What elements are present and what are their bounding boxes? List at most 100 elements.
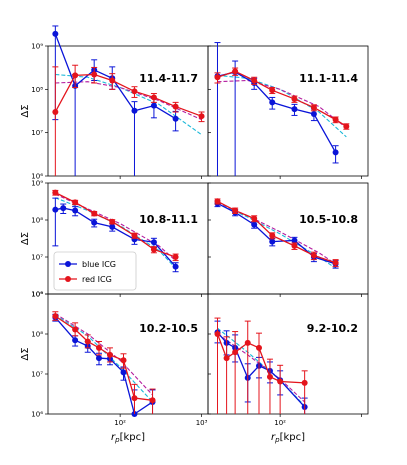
panel-label: 11.1-11.4 [299, 72, 358, 85]
blue-point [150, 102, 157, 109]
blue-point [91, 219, 98, 226]
red-point [266, 373, 273, 380]
legend-swatch-marker [65, 276, 71, 282]
red-point [251, 215, 258, 222]
red-point [232, 68, 239, 75]
purple-model-line [217, 333, 306, 403]
red-point [269, 87, 276, 94]
panel-frame [207, 45, 369, 177]
red-point [172, 254, 179, 260]
panel-label: 9.2-10.2 [307, 322, 358, 335]
y-tick-label: 10⁶ [31, 291, 43, 299]
red-point [120, 357, 127, 364]
red-series-line [217, 70, 347, 127]
y-axis-label: ΔΣ [20, 347, 31, 360]
red-point [109, 77, 116, 84]
blue-point [131, 107, 138, 114]
legend-entry: blue ICG [82, 260, 116, 269]
panel-10.2-10.5: 10⁶ 10⁷ 10⁸ 10⁹ 10² 10³ 10.2-10.5 [31, 291, 209, 427]
red-point [291, 242, 298, 249]
y-tick-label: 10⁸ [31, 86, 43, 94]
blue-point [291, 106, 298, 113]
panel-11.1-11.4: 11.1-11.4 [207, 42, 369, 179]
panel-label: 10.2-10.5 [139, 322, 198, 335]
panel-10.5-10.8: 10.5-10.8 [207, 182, 369, 297]
blue-point [120, 369, 127, 376]
red-series-line [216, 333, 305, 384]
blue-point [72, 207, 79, 214]
red-point [131, 395, 138, 402]
blue-point [269, 238, 276, 245]
red-point [150, 246, 157, 253]
purple-model-line [55, 313, 153, 396]
purple-model-line [217, 79, 347, 129]
blue-point [109, 223, 116, 230]
y-tick-label: 10⁹ [31, 291, 43, 299]
blue-point [291, 237, 298, 244]
red-point [244, 339, 251, 346]
red-series-line [54, 73, 202, 117]
red-point [72, 72, 79, 79]
y-tick-label: 10⁶ [31, 173, 43, 181]
legend-swatch-marker [65, 261, 71, 267]
red-point [91, 71, 98, 78]
y-tick-label: 10⁹ [31, 43, 43, 51]
y-tick-label: 10⁸ [31, 331, 43, 339]
blue-point [310, 110, 317, 117]
red-point [95, 344, 102, 351]
red-point [91, 210, 98, 217]
x-axis-label: rp[kpc] [111, 432, 145, 444]
blue-point [269, 99, 276, 106]
panel-label: 10.8-11.1 [139, 213, 198, 226]
cyan-model-line [217, 74, 347, 138]
red-point [232, 349, 239, 356]
blue-point [150, 239, 157, 246]
y-tick-label: 10⁹ [31, 180, 43, 188]
y-tick-label: 10⁷ [31, 129, 43, 137]
blue-point [52, 30, 59, 37]
red-point [310, 252, 317, 259]
red-point [214, 74, 221, 81]
red-point [72, 199, 79, 206]
red-point [277, 378, 284, 385]
red-point [269, 232, 276, 239]
y-axis-label: ΔΣ [20, 104, 31, 117]
x-tick-label: 10² [114, 419, 126, 427]
panel-9.2-10.2: 10² 9.2-10.2 [207, 293, 369, 427]
blue-point [332, 149, 339, 156]
y-tick-label: 10⁶ [31, 411, 43, 419]
red-point [52, 108, 59, 115]
red-point [131, 88, 138, 95]
red-point [223, 355, 230, 362]
blue-series-line [54, 316, 153, 416]
panel-frame [207, 293, 369, 415]
red-point [106, 351, 113, 358]
purple-model-line [217, 201, 336, 265]
panel-frame [47, 293, 209, 415]
panel-10.8-11.1: 10⁶ 10⁷ 10⁸ 10⁹ 10.8-11.1 [31, 180, 209, 299]
x-tick-label: 10³ [196, 419, 208, 427]
legend-entry: red ICG [82, 275, 112, 284]
red-point [255, 344, 262, 351]
y-tick-label: 10⁷ [31, 371, 43, 379]
blue-point [72, 337, 79, 344]
y-tick-label: 10⁷ [31, 254, 43, 262]
red-point [149, 397, 156, 404]
blue-point [251, 221, 258, 228]
red-point [72, 326, 79, 333]
red-point [109, 218, 116, 225]
red-point [52, 189, 59, 196]
red-point [84, 338, 91, 345]
blue-point [52, 206, 59, 213]
legend-frame [53, 251, 137, 291]
red-point [198, 113, 205, 120]
red-point [52, 313, 59, 320]
purple-model-line [55, 193, 176, 261]
red-point [150, 94, 157, 101]
red-point [214, 331, 221, 337]
red-point [332, 259, 339, 266]
blue-point [172, 115, 179, 122]
red-point [343, 123, 350, 130]
blue-point [95, 355, 102, 362]
red-point [291, 95, 298, 102]
